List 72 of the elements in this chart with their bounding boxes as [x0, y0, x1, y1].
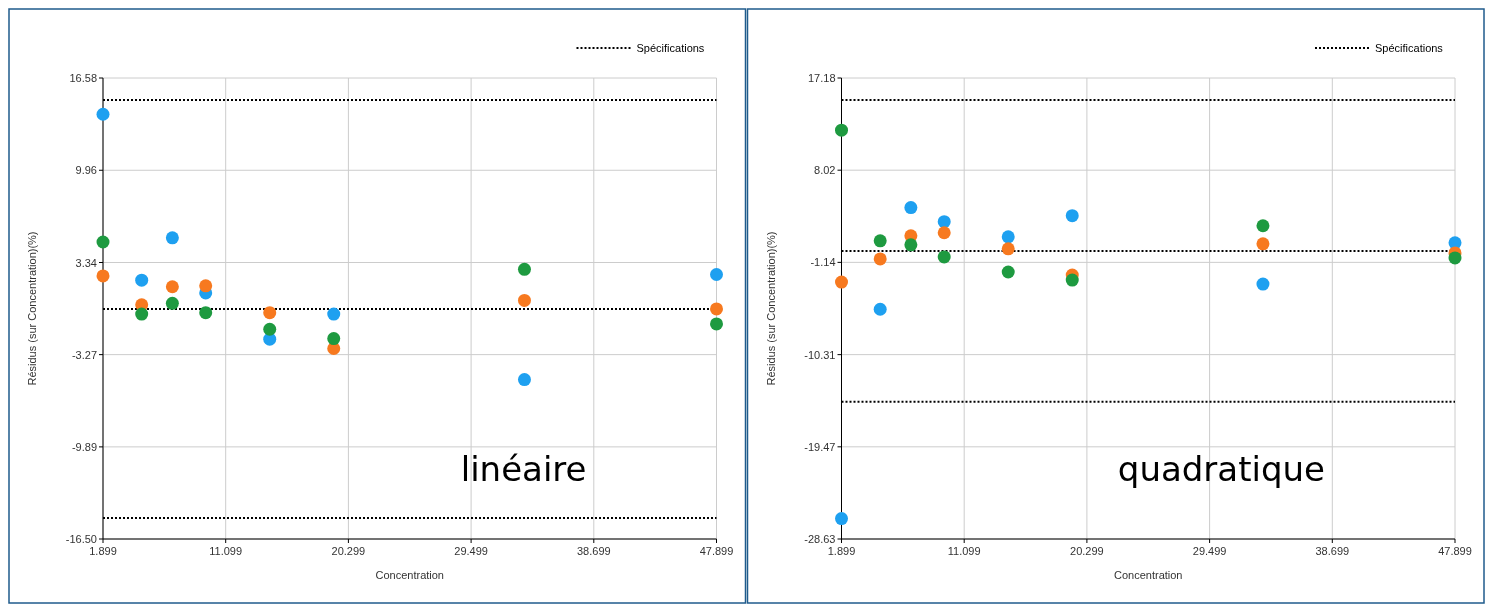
- x-tick-label: 29.499: [454, 545, 488, 557]
- y-tick-label: -10.31: [804, 348, 836, 361]
- x-tick-label: 38.699: [576, 545, 611, 557]
- point: [835, 512, 848, 526]
- point: [937, 215, 951, 229]
- y-tick-label: -3.27: [71, 348, 97, 361]
- point: [904, 201, 918, 215]
- y-tick-label: 17.18: [807, 72, 836, 84]
- point: [710, 302, 723, 316]
- point: [96, 235, 110, 249]
- y-tick-label: -9.89: [71, 440, 97, 453]
- y-tick-label: 16.58: [69, 72, 97, 84]
- point: [835, 123, 848, 137]
- x-tick-label: 47.899: [699, 545, 734, 557]
- point: [835, 275, 848, 289]
- point: [327, 332, 341, 346]
- y-axis-title: Résidus (sur Concentration)(%): [764, 231, 777, 386]
- x-tick-label: 1.899: [827, 545, 856, 557]
- point: [873, 234, 887, 248]
- point: [937, 250, 951, 264]
- y-tick-label: -1.14: [810, 256, 836, 269]
- x-axis-title: Concentration: [1114, 569, 1183, 581]
- point: [873, 252, 887, 266]
- y-tick-label: 9.96: [75, 164, 97, 177]
- point: [135, 307, 149, 321]
- point: [710, 317, 723, 331]
- x-tick-label: 11.099: [209, 545, 243, 557]
- annotation: linéaire: [460, 449, 587, 489]
- y-axis-title: Résidus (sur Concentration)(%): [26, 231, 38, 386]
- y-tick-label: 3.34: [75, 256, 97, 269]
- point: [1001, 265, 1015, 279]
- x-tick-label: 20.299: [331, 545, 366, 557]
- point: [96, 269, 110, 283]
- point: [937, 226, 951, 240]
- annotation: quadratique: [1117, 449, 1325, 489]
- x-tick-label: 29.499: [1192, 545, 1227, 557]
- point: [135, 273, 149, 287]
- point: [1001, 242, 1015, 256]
- point: [263, 306, 277, 320]
- x-tick-label: 38.699: [1315, 545, 1350, 557]
- y-tick-label: -19.47: [804, 440, 836, 453]
- x-tick-label: 47.899: [1438, 545, 1472, 557]
- point: [1065, 209, 1079, 223]
- point: [165, 280, 179, 294]
- point: [873, 302, 887, 316]
- point: [199, 279, 213, 293]
- point: [517, 373, 531, 387]
- x-tick-label: 20.299: [1070, 545, 1104, 557]
- point: [327, 307, 341, 321]
- x-tick-label: 1.899: [89, 545, 117, 557]
- point: [263, 322, 277, 336]
- point: [517, 262, 531, 276]
- point: [1256, 219, 1270, 233]
- x-tick-label: 11.099: [947, 545, 981, 557]
- point: [199, 306, 213, 320]
- y-tick-label: 8.02: [814, 164, 836, 177]
- legend-label: Spécifications: [1375, 42, 1444, 54]
- point: [96, 107, 110, 121]
- point: [1001, 230, 1015, 244]
- point: [1065, 273, 1079, 287]
- point: [1256, 277, 1270, 291]
- x-axis-title: Concentration: [375, 569, 444, 581]
- point: [710, 268, 723, 281]
- y-tick-label: -28.63: [804, 533, 836, 545]
- legend-label: Spécifications: [636, 42, 705, 54]
- point: [1256, 237, 1270, 251]
- point: [904, 238, 918, 252]
- point: [165, 231, 179, 245]
- point: [1448, 251, 1462, 265]
- point: [517, 293, 531, 307]
- point: [165, 296, 179, 310]
- y-tick-label: -16.50: [65, 533, 97, 545]
